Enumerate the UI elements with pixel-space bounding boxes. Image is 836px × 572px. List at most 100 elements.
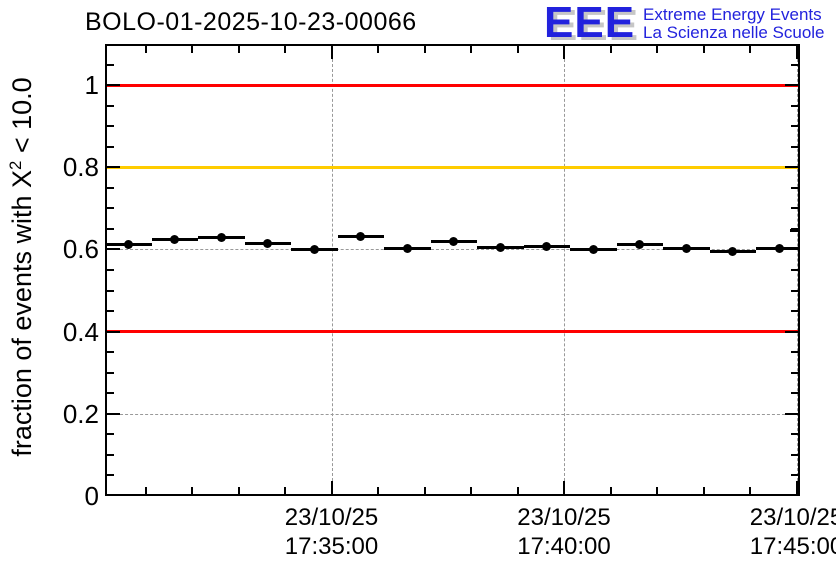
y-axis-tick-right: [791, 269, 798, 271]
x-axis-tick-top: [702, 46, 705, 53]
x-axis-tick: [423, 487, 426, 494]
x-axis-tick: [237, 487, 240, 494]
y-axis-tick-right: [791, 351, 798, 354]
x-tick-label-date: 23/10/25: [749, 504, 836, 531]
y-axis-tick-right: [785, 166, 798, 169]
y-axis-tick: [107, 433, 114, 436]
y-axis-tick-right: [791, 125, 798, 128]
y-axis-tick-right: [785, 84, 798, 87]
y-axis-tick: [107, 453, 114, 456]
eee-logo-line1: Extreme Energy Events: [643, 5, 822, 24]
x-axis-tick-top: [563, 46, 565, 59]
y-axis-tick-right: [791, 392, 798, 395]
data-point-marker: [123, 240, 133, 250]
y-axis-tick: [107, 63, 114, 66]
y-axis-tick-right: [791, 104, 798, 107]
y-axis-tick: [107, 84, 120, 87]
x-axis-tick-top: [377, 46, 379, 53]
y-axis-tick-right: [791, 433, 798, 436]
y-axis-tick: [107, 330, 120, 333]
y-axis-tick: [107, 166, 120, 169]
x-axis-tick: [330, 481, 333, 494]
y-tick-label: 1: [84, 70, 99, 101]
x-axis-tick: [609, 487, 612, 494]
eee-logo-text: Extreme Energy Events La Scienza nelle S…: [643, 6, 824, 42]
x-axis-tick: [470, 487, 472, 494]
x-axis-tick-top: [656, 46, 658, 53]
y-axis-tick: [107, 269, 114, 271]
data-point-marker: [170, 235, 180, 245]
x-axis-tick: [702, 487, 705, 494]
y-axis-tick: [107, 207, 114, 210]
x-tick-label: 23/10/25 17:35:00: [285, 503, 378, 561]
x-axis-tick: [656, 487, 658, 494]
x-axis-tick: [144, 487, 147, 494]
y-axis-tick-right: [791, 63, 798, 66]
y-axis-tick: [107, 392, 114, 395]
data-point-marker: [681, 243, 691, 253]
data-point-marker: [542, 242, 552, 252]
x-tick-label-time: 17:40:00: [517, 533, 611, 560]
y-tick-label: 0.2: [62, 398, 99, 429]
data-point-marker: [495, 242, 505, 252]
data-point-marker: [263, 239, 273, 249]
y-tick-label: 0.4: [62, 316, 99, 347]
y-tick-label: 0.6: [62, 234, 99, 265]
threshold-line: [105, 83, 800, 87]
x-axis-tick-top: [330, 46, 333, 59]
data-point-marker: [402, 243, 412, 253]
y-tick-label: 0: [84, 481, 99, 511]
x-axis-tick-top: [191, 46, 193, 53]
eee-logo: EEE Extreme Energy Events La Scienza nel…: [544, 1, 825, 45]
data-point-marker: [216, 233, 226, 243]
data-point-marker: [356, 232, 366, 242]
y-axis-tick: [107, 351, 114, 354]
y-axis-tick-right: [791, 453, 798, 456]
y-tick-label: 0.8: [62, 152, 99, 183]
x-axis-tick-top: [144, 46, 147, 53]
x-tick-label-date: 23/10/25: [517, 504, 611, 531]
y-axis-tick-right: [791, 289, 798, 292]
x-tick-label: 23/10/25 17:40:00: [517, 503, 610, 561]
x-gridline: [564, 44, 565, 496]
x-axis-tick-top: [470, 46, 472, 53]
y-axis-tick-right: [791, 474, 798, 477]
threshold-line: [105, 330, 800, 334]
x-axis-tick-top: [609, 46, 612, 53]
x-tick-label-time: 17:35:00: [284, 533, 379, 560]
x-axis-tick: [191, 487, 193, 494]
y-axis-tick-right: [791, 227, 798, 230]
plot-area: [105, 44, 800, 496]
y-axis-tick-right: [791, 207, 798, 210]
x-axis-tick: [749, 487, 751, 494]
y-axis-tick-right: [791, 186, 798, 189]
x-tick-label-time: 17:45:00: [749, 533, 836, 560]
x-axis-tick: [563, 481, 565, 494]
x-tick-label: 23/10/25 17:45:00: [750, 503, 836, 561]
y-axis-tick-right: [791, 145, 798, 148]
y-axis-tick: [107, 412, 120, 415]
page-title: BOLO-01-2025-10-23-00066: [85, 8, 417, 36]
x-axis-tick: [795, 481, 798, 494]
y-axis-tick-right: [785, 412, 798, 415]
y-axis-tick: [107, 310, 114, 313]
x-axis-tick: [516, 487, 519, 494]
data-point-xerror-bar: [789, 229, 800, 233]
x-axis-tick-top: [423, 46, 426, 53]
x-axis-tick-top: [749, 46, 751, 53]
x-axis-tick-top: [795, 46, 798, 59]
threshold-line: [105, 165, 800, 169]
data-point-marker: [635, 240, 645, 250]
y-axis-tick: [107, 495, 120, 496]
x-axis-tick: [377, 487, 379, 494]
eee-logo-line2: La Scienza nelle Scuole: [643, 23, 825, 42]
data-point-marker: [728, 247, 738, 257]
x-gridline: [331, 44, 333, 496]
data-point-marker: [309, 244, 319, 254]
y-axis-tick: [107, 145, 114, 148]
y-axis-tick: [107, 474, 114, 477]
y-axis-tick: [107, 186, 114, 189]
data-point-marker: [588, 245, 598, 255]
y-axis-tick-right: [785, 495, 798, 496]
